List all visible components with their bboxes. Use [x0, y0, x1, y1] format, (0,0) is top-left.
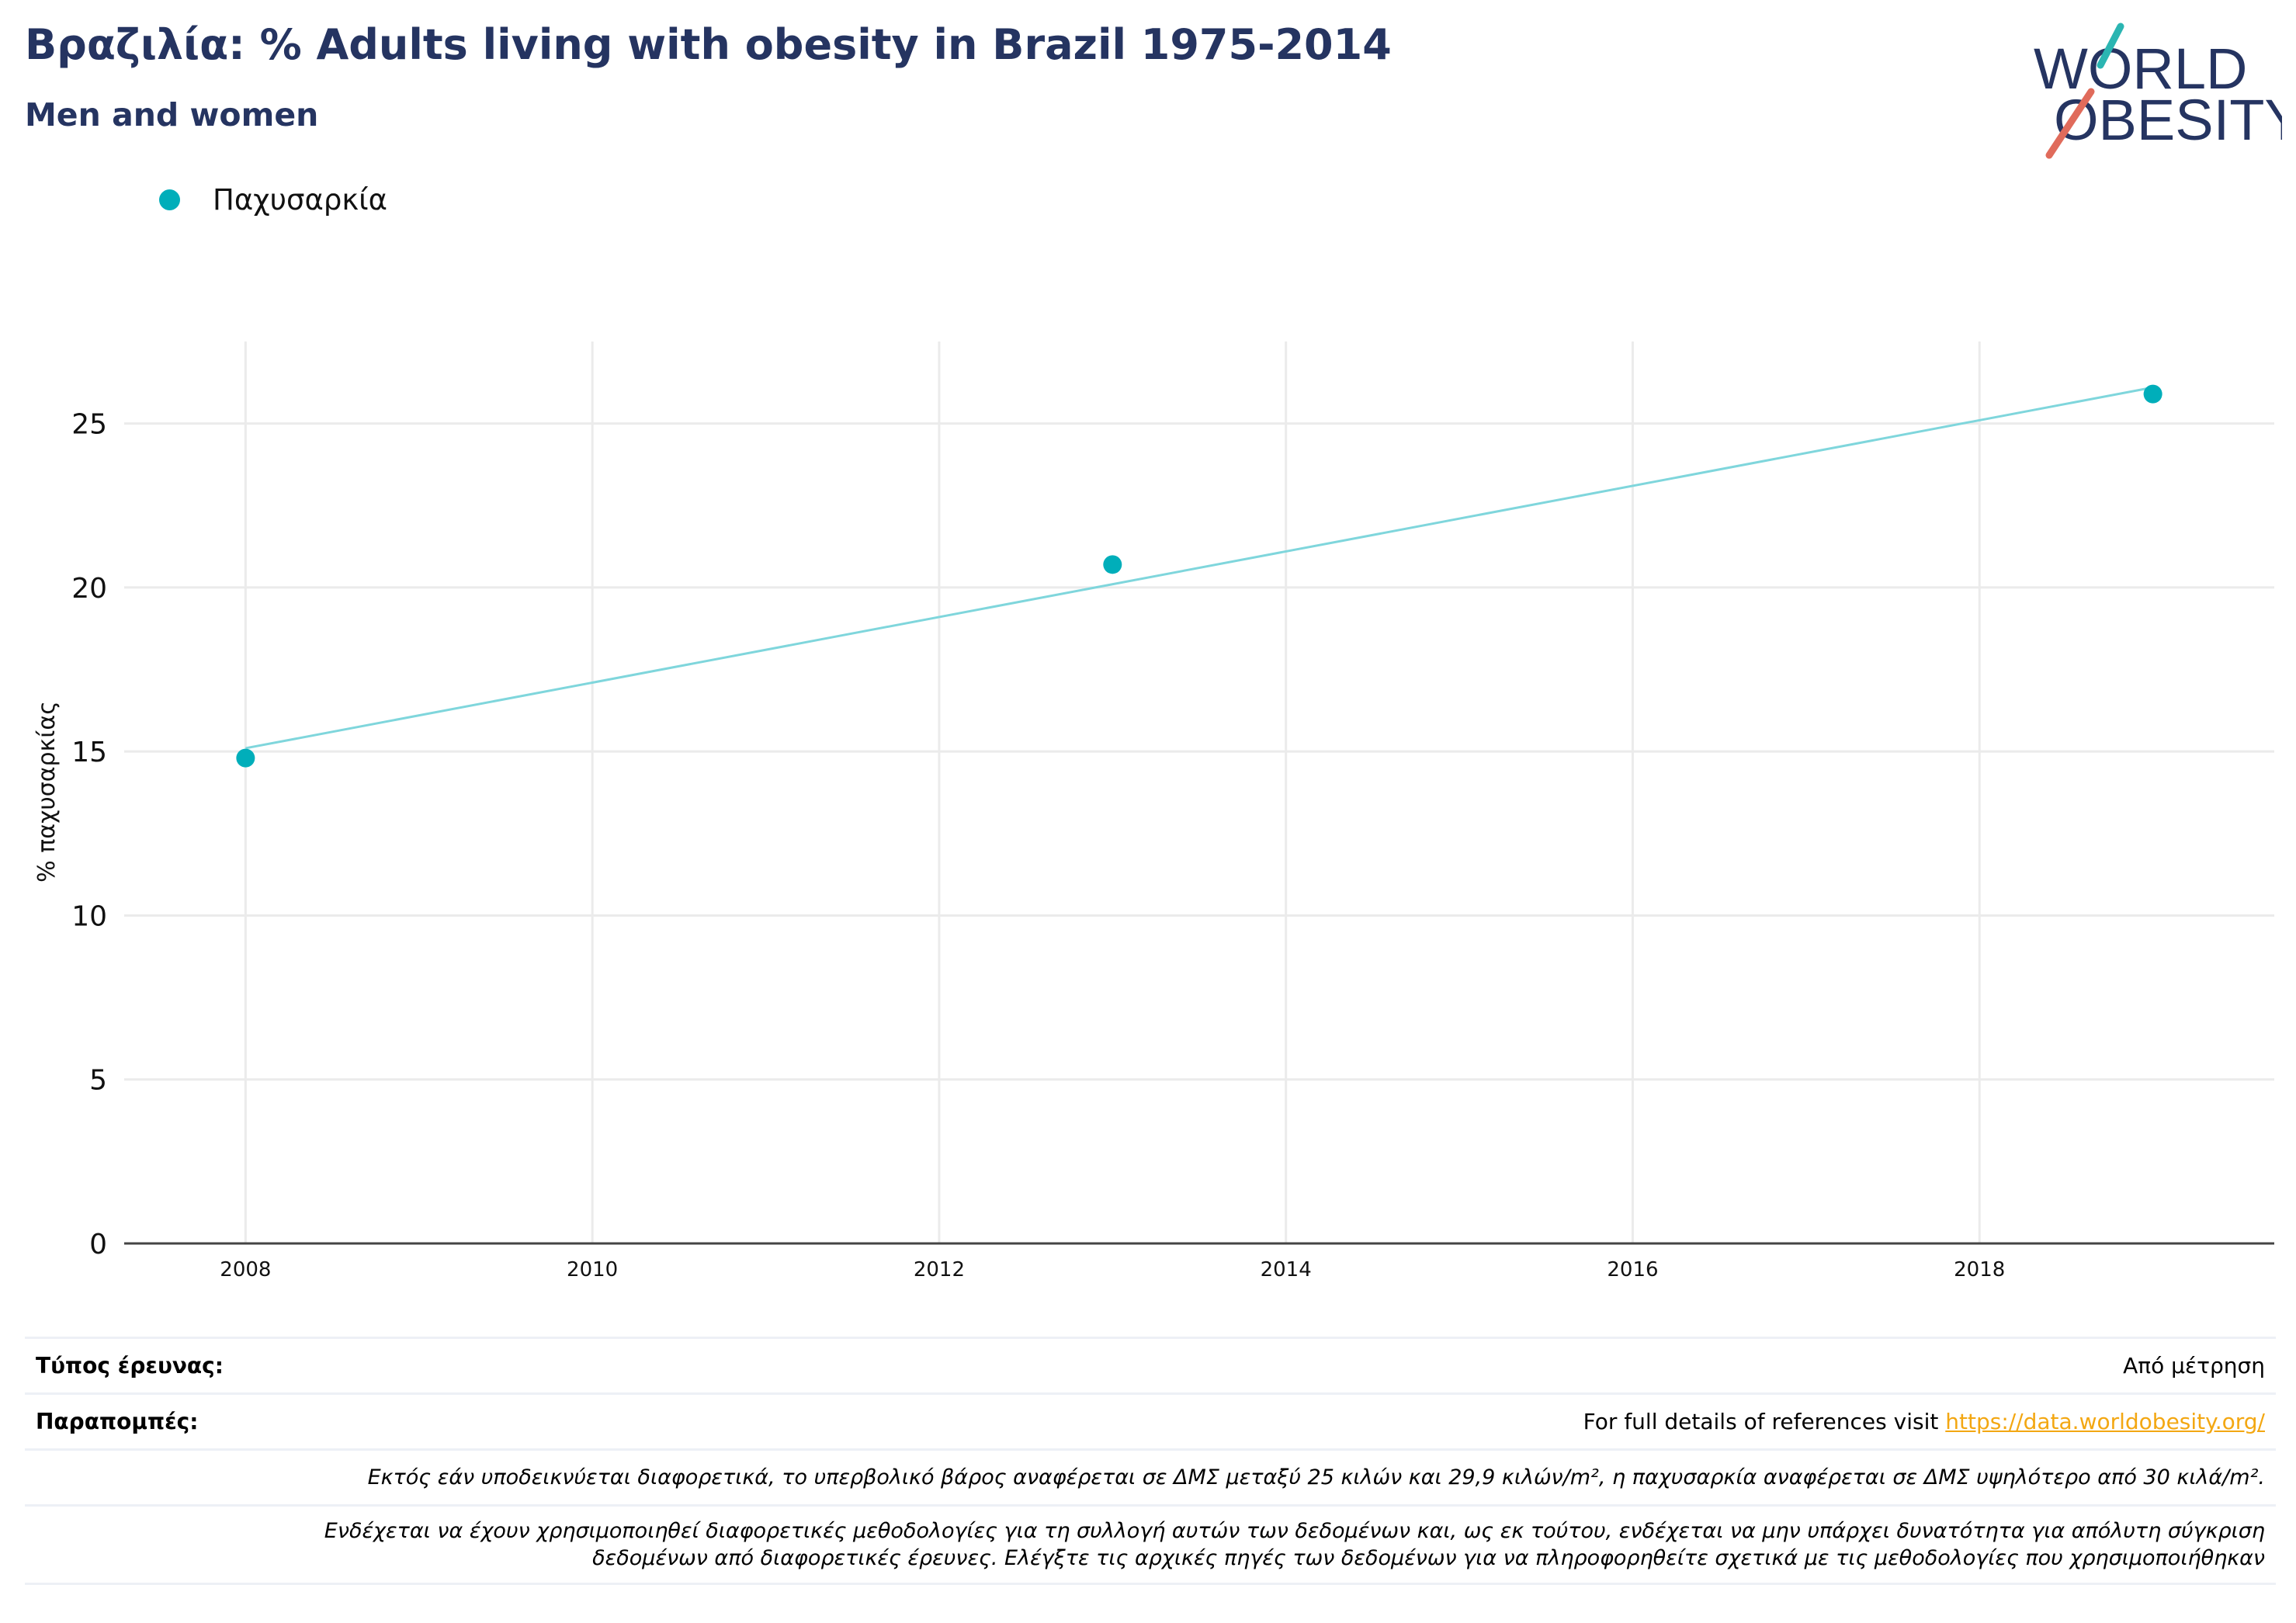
definition-note-row: Εκτός εάν υποδεικνύεται διαφορετικά, το …	[25, 1448, 2276, 1504]
x-tick-label: 2008	[220, 1258, 271, 1281]
logo-word-obesity: OBESITY	[2054, 88, 2282, 152]
chart-area: 0 5 10 15 20 25 2008 2010 2012 2014 2016 2018 % παχ…	[33, 342, 2274, 1281]
data-points	[236, 384, 2162, 768]
x-tick-label: 2014	[1261, 1258, 1312, 1281]
methodology-note-line-2: δεδομένων από διαφορετικές έρευνες. Ελέγ…	[592, 1546, 2265, 1570]
references-label: Παραπομπές:	[36, 1409, 199, 1434]
survey-type-row: Τύπος έρευνας: Από μέτρηση	[25, 1337, 2276, 1392]
logo-word-world: WORLD	[2034, 36, 2247, 101]
chart-title: Βραζιλία: % Adults living with obesity i…	[25, 20, 1392, 69]
data-point	[2143, 384, 2162, 404]
references-text: For full details of references visit	[1583, 1409, 1946, 1434]
legend-marker	[159, 189, 180, 210]
y-tick-label: 15	[71, 737, 107, 768]
y-tick-label: 0	[89, 1229, 107, 1261]
legend-label: Παχυσαρκία	[213, 182, 388, 217]
logo-slash-coral	[2045, 88, 2095, 159]
world-obesity-logo: WORLD OBESITY	[2034, 23, 2282, 159]
y-axis-label: % παχυσαρκίας	[33, 701, 61, 883]
survey-type-value: Από μέτρηση	[2123, 1353, 2265, 1379]
methodology-note-row: Ενδέχεται να έχουν χρησιμοποιηθεί διαφορ…	[25, 1504, 2276, 1585]
grid-lines	[124, 342, 2274, 1243]
axes: 0 5 10 15 20 25 2008 2010 2012 2014 2016 2018	[71, 409, 2274, 1281]
references-link[interactable]: https://data.worldobesity.org/	[1945, 1409, 2265, 1434]
y-tick-label: 20	[71, 573, 107, 605]
data-point	[1103, 555, 1122, 574]
y-tick-label: 10	[71, 900, 107, 932]
x-tick-label: 2010	[567, 1258, 618, 1281]
data-point	[236, 748, 255, 768]
trendline	[245, 386, 2153, 750]
x-tick-label: 2012	[914, 1258, 965, 1281]
y-tick-label: 5	[89, 1065, 107, 1097]
survey-type-label: Τύπος έρευνας:	[36, 1353, 224, 1379]
definition-note: Εκτός εάν υποδεικνύεται διαφορετικά, το …	[367, 1465, 2265, 1489]
footer-table: Τύπος έρευνας: Από μέτρηση Παραπομπές: F…	[25, 1337, 2276, 1585]
legend: Παχυσαρκία	[159, 180, 387, 219]
y-tick-label: 25	[71, 409, 107, 441]
x-tick-label: 2018	[1954, 1258, 2005, 1281]
references-row: Παραπομπές: For full details of referenc…	[25, 1392, 2276, 1448]
trendline-layer	[245, 386, 2153, 750]
logo-slash-teal	[2097, 23, 2124, 69]
chart-subtitle: Men and women	[25, 96, 319, 134]
x-tick-label: 2016	[1607, 1258, 1658, 1281]
references-value: For full details of references visit htt…	[1583, 1409, 2265, 1434]
methodology-note-line-1: Ενδέχεται να έχουν χρησιμοποιηθεί διαφορ…	[324, 1519, 2265, 1543]
